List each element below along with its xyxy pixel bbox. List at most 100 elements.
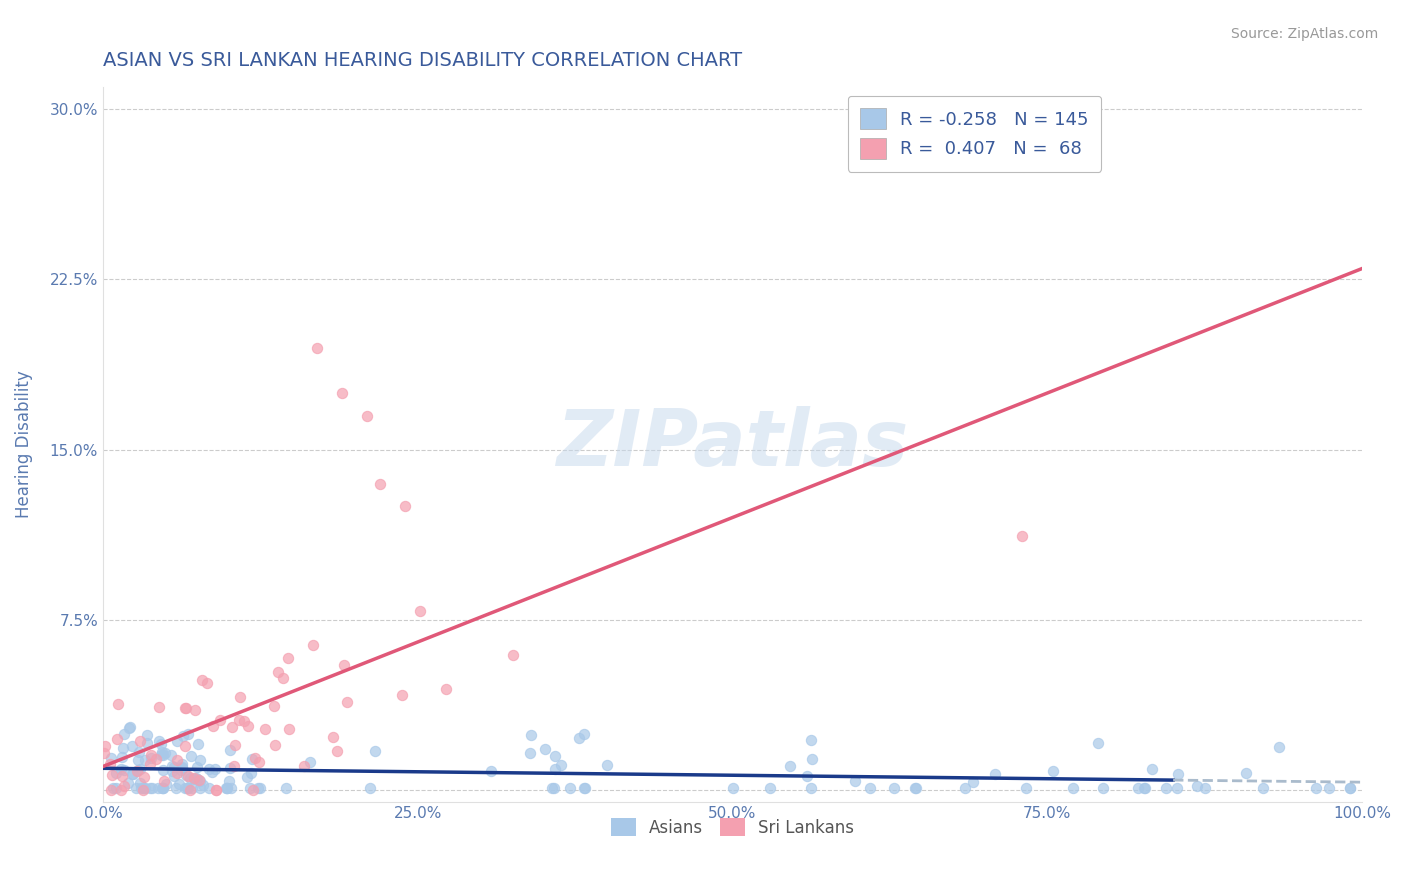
Point <box>170 761 193 775</box>
Point <box>1234 766 1257 780</box>
Point <box>953 780 976 795</box>
Point <box>167 777 190 791</box>
Point <box>219 743 242 757</box>
Point <box>1339 780 1361 795</box>
Point <box>134 780 156 795</box>
Point <box>120 720 142 734</box>
Point <box>322 730 344 744</box>
Point <box>166 754 188 768</box>
Point <box>177 780 200 795</box>
Point <box>243 751 266 765</box>
Point <box>904 780 927 795</box>
Point <box>150 745 173 759</box>
Point <box>136 728 159 742</box>
Point <box>217 780 239 795</box>
Point <box>122 767 145 781</box>
Point <box>155 777 177 791</box>
Point <box>1133 780 1156 795</box>
Point <box>132 770 155 784</box>
Point <box>174 768 197 782</box>
Point <box>984 767 1007 781</box>
Point <box>534 741 557 756</box>
Point <box>574 780 596 795</box>
Point <box>800 780 823 795</box>
Point <box>187 772 209 787</box>
Point <box>572 727 595 741</box>
Point <box>177 769 200 783</box>
Point <box>183 771 205 785</box>
Point <box>129 733 152 747</box>
Point <box>152 763 174 777</box>
Point <box>520 727 543 741</box>
Point <box>93 747 115 761</box>
Point <box>110 762 132 776</box>
Point <box>153 746 176 760</box>
Point <box>271 672 294 686</box>
Point <box>201 719 224 733</box>
Point <box>131 783 153 797</box>
Point <box>141 780 163 795</box>
Point <box>1154 780 1177 795</box>
Point <box>107 697 129 711</box>
Point <box>336 695 359 709</box>
Point <box>962 775 984 789</box>
Point <box>132 780 155 795</box>
Point <box>176 780 198 795</box>
Point <box>152 780 174 795</box>
Point <box>183 772 205 786</box>
Text: ZIPatlas: ZIPatlas <box>557 406 908 482</box>
Point <box>558 780 581 795</box>
Point <box>107 731 129 746</box>
Point <box>127 764 149 778</box>
Point <box>162 764 184 778</box>
Text: Source: ZipAtlas.com: Source: ZipAtlas.com <box>1230 27 1378 41</box>
Point <box>228 713 250 727</box>
Point <box>568 731 591 746</box>
Point <box>170 763 193 777</box>
Point <box>104 766 127 780</box>
Point <box>596 758 619 772</box>
Point <box>179 783 201 797</box>
Point <box>905 780 928 795</box>
Point <box>150 747 173 762</box>
Legend: Asians, Sri Lankans: Asians, Sri Lankans <box>605 812 860 843</box>
Point <box>165 780 187 795</box>
Text: ASIAN VS SRI LANKAN HEARING DISABILITY CORRELATION CHART: ASIAN VS SRI LANKAN HEARING DISABILITY C… <box>103 51 742 70</box>
Point <box>128 745 150 759</box>
Point <box>198 762 221 776</box>
Point <box>1140 762 1163 776</box>
Point <box>139 756 162 771</box>
Point <box>186 771 208 785</box>
Point <box>166 733 188 747</box>
Point <box>136 736 159 750</box>
Point <box>173 739 195 753</box>
Point <box>100 783 122 797</box>
Point <box>801 752 824 766</box>
Point <box>150 737 173 751</box>
Point <box>170 756 193 771</box>
Point <box>163 769 186 783</box>
Point <box>254 723 277 737</box>
Point <box>128 762 150 776</box>
Point <box>186 772 208 786</box>
Point <box>544 762 567 776</box>
Point <box>139 747 162 762</box>
Point <box>264 738 287 752</box>
Point <box>233 714 256 728</box>
Point <box>111 750 134 764</box>
Point <box>146 780 169 795</box>
Point <box>239 780 262 795</box>
Point <box>166 765 188 780</box>
Point <box>333 657 356 672</box>
Point <box>759 780 782 795</box>
Point <box>246 780 269 795</box>
Point <box>247 756 270 770</box>
Point <box>502 648 524 662</box>
Point <box>153 774 176 789</box>
Point <box>1166 780 1188 795</box>
Point <box>111 741 134 756</box>
Point <box>859 780 882 795</box>
Point <box>218 761 240 775</box>
Point <box>148 700 170 714</box>
Point <box>1305 780 1327 795</box>
